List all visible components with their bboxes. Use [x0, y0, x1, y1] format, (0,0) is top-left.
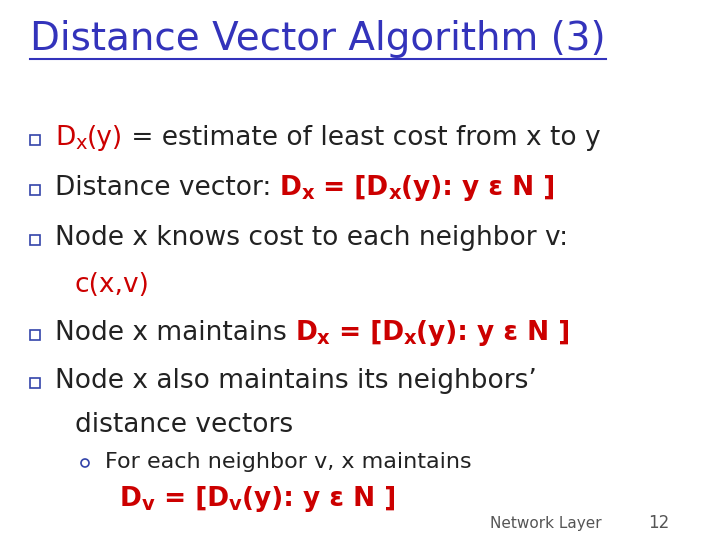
- Text: Node x also maintains its neighbors’: Node x also maintains its neighbors’: [55, 368, 537, 394]
- Text: Node x knows cost to each neighbor v:: Node x knows cost to each neighbor v:: [55, 225, 568, 251]
- Text: = [D: = [D: [330, 320, 404, 346]
- Text: x: x: [404, 329, 416, 348]
- Text: (y): y ε N ]: (y): y ε N ]: [401, 175, 555, 201]
- Text: v: v: [229, 495, 241, 514]
- Text: D: D: [295, 320, 317, 346]
- Text: c(x,v): c(x,v): [75, 272, 150, 298]
- Text: (y): y ε N ]: (y): y ε N ]: [241, 486, 396, 512]
- Text: distance vectors: distance vectors: [75, 412, 293, 438]
- Text: (y): (y): [86, 125, 123, 151]
- Text: D: D: [120, 486, 142, 512]
- Text: = [D: = [D: [314, 175, 388, 201]
- Text: Node x maintains: Node x maintains: [55, 320, 295, 346]
- Text: = [D: = [D: [155, 486, 229, 512]
- Text: 12: 12: [648, 514, 670, 532]
- Text: x: x: [388, 184, 401, 203]
- Text: v: v: [142, 495, 155, 514]
- Text: Network Layer: Network Layer: [490, 516, 602, 531]
- Text: Distance Vector Algorithm (3): Distance Vector Algorithm (3): [30, 20, 606, 58]
- Text: Distance vector:: Distance vector:: [55, 175, 280, 201]
- Text: D: D: [280, 175, 302, 201]
- Text: = estimate of least cost from x to y: = estimate of least cost from x to y: [123, 125, 600, 151]
- Text: D: D: [55, 125, 76, 151]
- Text: x: x: [317, 329, 330, 348]
- Text: x: x: [302, 184, 314, 203]
- Text: x: x: [76, 134, 86, 153]
- Text: (y): y ε N ]: (y): y ε N ]: [416, 320, 571, 346]
- Text: For each neighbor v, x maintains: For each neighbor v, x maintains: [105, 452, 472, 472]
